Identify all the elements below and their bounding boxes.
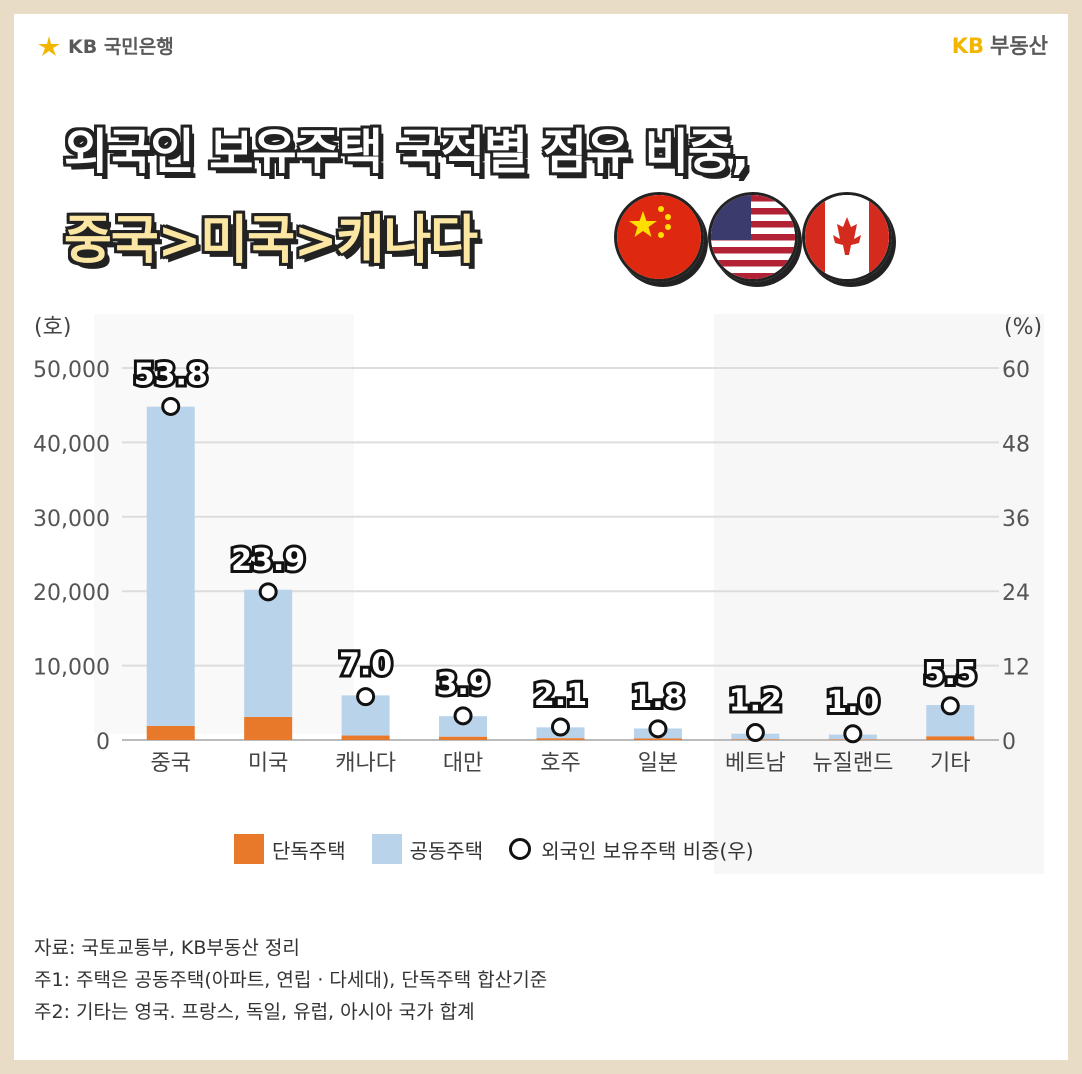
share-marker-icon	[509, 838, 532, 860]
x-tick-label: 기타	[930, 751, 970, 776]
share-marker	[648, 719, 668, 739]
share-data-label: 1.0	[826, 685, 879, 720]
bar-apartment	[439, 716, 488, 737]
y-tick-left: 20,000	[33, 581, 110, 606]
y-tick-left: 10,000	[33, 656, 110, 681]
kb-bank-name: KB 국민은행	[68, 36, 174, 58]
footnote-1: 주1: 주택은 공동주택(아파트, 연립 · 다세대), 단독주택 합산기준	[34, 969, 548, 991]
share-data-label: 23.9	[231, 543, 305, 578]
canada-flag-icon	[802, 192, 892, 282]
share-marker	[843, 724, 863, 744]
bar-detached	[146, 725, 195, 740]
share-marker	[356, 687, 376, 707]
detached-swatch	[234, 834, 264, 864]
bar-detached	[244, 716, 293, 740]
china-flag-icon	[614, 192, 704, 282]
x-tick-label: 미국	[248, 751, 288, 776]
kb-bank-logo: KB 국민은행	[36, 32, 174, 59]
bar-apartment	[244, 589, 293, 717]
chart-legend: 단독주택 공동주택 외국인 보유주택 비중(우)	[234, 834, 780, 864]
share-data-label: 3.9	[436, 667, 489, 702]
share-marker	[453, 706, 473, 726]
y-tick-right: 24	[1002, 581, 1030, 606]
x-tick-label: 호주	[540, 751, 580, 776]
bar-apartment	[146, 406, 195, 726]
usa-flag-icon	[708, 192, 798, 282]
kb-realestate-logo: KB 부동산	[952, 30, 1048, 60]
legend-item-detached: 단독주택	[234, 834, 346, 864]
source-note: 자료: 국토교통부, KB부동산 정리	[34, 937, 300, 959]
background-building	[94, 314, 354, 734]
x-tick-label: 캐나다	[335, 751, 396, 776]
y-tick-left: 50,000	[33, 358, 110, 383]
background-building	[714, 314, 1044, 874]
legend-label-share: 외국인 보유주택 비중(우)	[541, 838, 754, 863]
y-tick-right: 0	[1002, 730, 1016, 755]
share-data-label: 7.0	[339, 648, 392, 683]
share-marker	[161, 396, 181, 416]
footnotes: 자료: 국토교통부, KB부동산 정리 주1: 주택은 공동주택(아파트, 연립…	[34, 932, 547, 1028]
apartment-swatch	[371, 834, 402, 864]
share-marker	[940, 696, 960, 716]
bar-line-chart: 0 0 10,000 12 20,000 24 30,000 36 40,000 48 50,000…	[33, 315, 1042, 776]
x-tick-label: 일본	[638, 751, 678, 776]
share-marker	[745, 723, 765, 743]
legend-item-share: 외국인 보유주택 비중(우)	[509, 835, 754, 864]
y-tick-left: 0	[96, 730, 110, 755]
legend-item-apartment: 공동주택	[371, 834, 484, 864]
y-axis-right-label: (%)	[1004, 315, 1042, 340]
share-data-label: 53.8	[134, 357, 208, 392]
kb-realestate-name: 부동산	[990, 34, 1048, 58]
footnote-2: 주2: 기타는 영국. 프랑스, 독일, 유럽, 아시아 국가 합계	[34, 1001, 475, 1023]
y-axis-left-label: (호)	[34, 315, 71, 340]
title-line-1: 외국인 보유주택 국적별 점유 비중,	[64, 124, 749, 180]
share-data-label: 2.1	[534, 678, 587, 713]
bar-detached	[536, 738, 585, 740]
bar-detached	[341, 735, 390, 740]
x-tick-label: 대만	[443, 751, 483, 776]
share-marker	[551, 717, 570, 737]
y-tick-right: 60	[1002, 358, 1030, 383]
kb-star-icon	[38, 35, 60, 56]
share-marker	[258, 582, 278, 602]
legend-label-detached: 단독주택	[272, 838, 346, 863]
x-tick-label: 베트남	[725, 751, 786, 776]
share-data-label: 1.2	[729, 684, 782, 719]
x-tick-label: 뉴질랜드	[812, 751, 893, 776]
x-tick-label: 중국	[150, 751, 190, 776]
y-tick-left: 40,000	[33, 432, 110, 457]
share-data-label: 5.5	[924, 657, 977, 692]
infographic-card: KB 국민은행 KB 부동산 외국인 보유주택 국적별 점유 비중, 중국>미국>…	[14, 14, 1068, 1060]
share-data-label: 1.8	[631, 680, 684, 715]
y-tick-right: 36	[1002, 507, 1030, 532]
bar-detached	[633, 738, 682, 740]
y-tick-left: 30,000	[33, 507, 110, 532]
kb-mark: KB	[951, 34, 985, 58]
y-tick-right: 48	[1002, 432, 1030, 457]
bar-detached	[439, 736, 488, 740]
legend-label-apartment: 공동주택	[409, 838, 484, 863]
y-tick-right: 12	[1002, 656, 1030, 681]
bar-detached	[926, 736, 975, 740]
title-line-2: 중국>미국>캐나다	[64, 211, 478, 271]
